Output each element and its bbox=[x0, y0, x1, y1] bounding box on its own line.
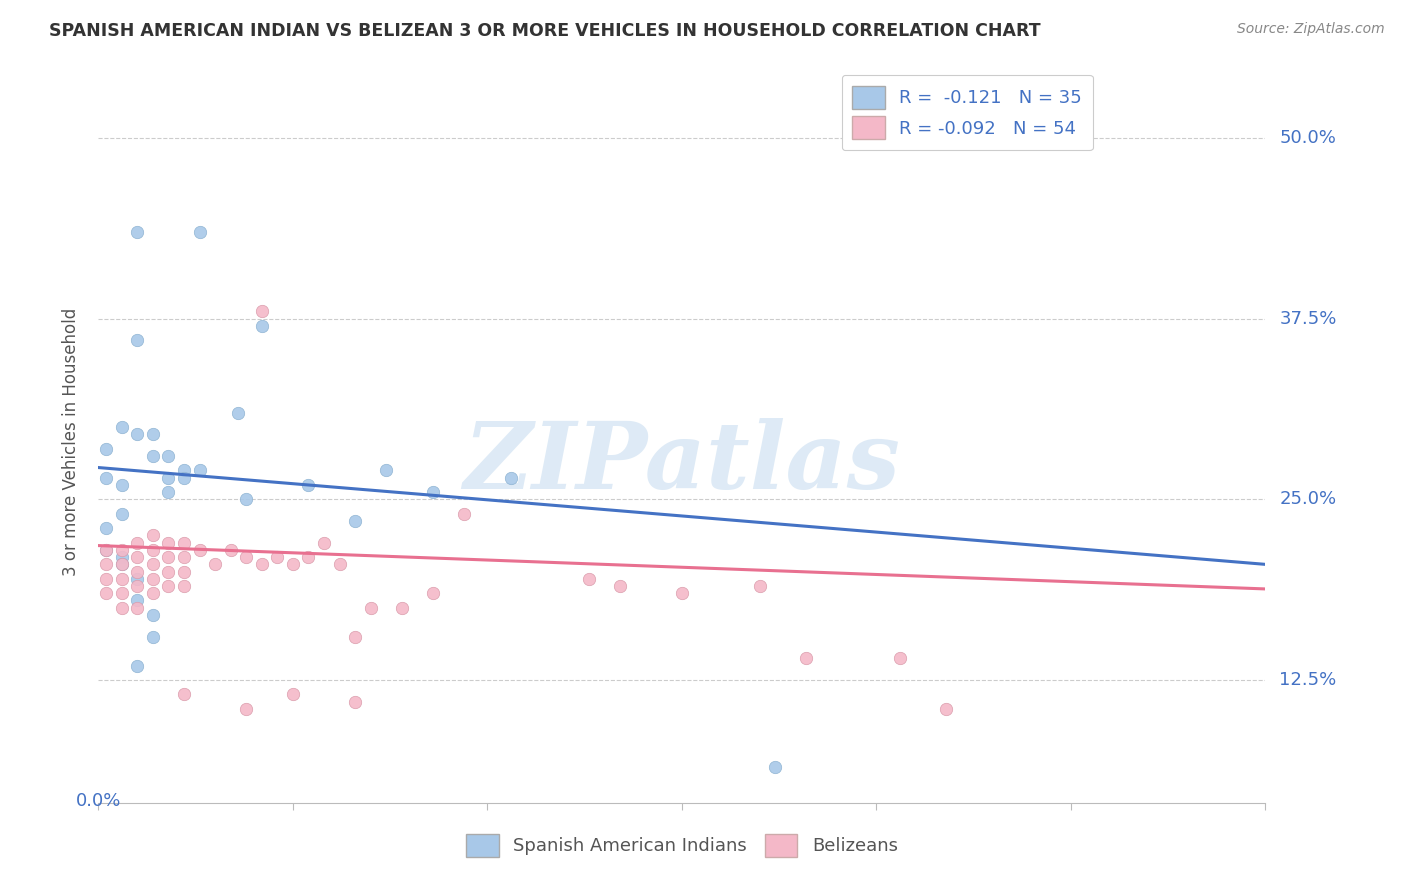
Point bbox=[127, 225, 149, 239]
Point bbox=[96, 542, 118, 557]
Point bbox=[127, 600, 149, 615]
Point bbox=[157, 550, 180, 565]
Point bbox=[111, 478, 134, 492]
Point bbox=[142, 528, 165, 542]
Point bbox=[228, 406, 250, 420]
Point bbox=[173, 550, 195, 565]
Point bbox=[235, 492, 257, 507]
Point bbox=[344, 514, 367, 528]
Point bbox=[671, 586, 693, 600]
Point bbox=[127, 535, 149, 549]
Point bbox=[748, 579, 770, 593]
Point bbox=[142, 630, 165, 644]
Text: 50.0%: 50.0% bbox=[1279, 129, 1336, 147]
Point bbox=[281, 687, 304, 701]
Point bbox=[219, 542, 242, 557]
Point bbox=[889, 651, 911, 665]
Point bbox=[250, 318, 273, 333]
Point bbox=[157, 579, 180, 593]
Text: SPANISH AMERICAN INDIAN VS BELIZEAN 3 OR MORE VEHICLES IN HOUSEHOLD CORRELATION : SPANISH AMERICAN INDIAN VS BELIZEAN 3 OR… bbox=[49, 22, 1040, 40]
Point bbox=[188, 463, 211, 477]
Point bbox=[173, 579, 195, 593]
Point bbox=[157, 535, 180, 549]
Point bbox=[96, 470, 118, 484]
Point bbox=[127, 334, 149, 348]
Point bbox=[111, 572, 134, 586]
Point bbox=[578, 572, 600, 586]
Point bbox=[142, 427, 165, 442]
Point bbox=[344, 695, 367, 709]
Point bbox=[391, 600, 413, 615]
Point bbox=[142, 542, 165, 557]
Point bbox=[609, 579, 631, 593]
Point bbox=[127, 593, 149, 607]
Point bbox=[111, 600, 134, 615]
Text: ZIPatlas: ZIPatlas bbox=[464, 418, 900, 508]
Point bbox=[111, 550, 134, 565]
Point bbox=[204, 558, 226, 572]
Point bbox=[173, 470, 195, 484]
Text: 0.0%: 0.0% bbox=[76, 792, 121, 810]
Legend: Spanish American Indians, Belizeans: Spanish American Indians, Belizeans bbox=[457, 825, 907, 866]
Point bbox=[173, 535, 195, 549]
Point bbox=[173, 565, 195, 579]
Text: 12.5%: 12.5% bbox=[1279, 671, 1337, 689]
Point bbox=[935, 702, 957, 716]
Point bbox=[188, 225, 211, 239]
Point bbox=[96, 558, 118, 572]
Point bbox=[329, 558, 352, 572]
Text: Source: ZipAtlas.com: Source: ZipAtlas.com bbox=[1237, 22, 1385, 37]
Point bbox=[375, 463, 398, 477]
Point bbox=[157, 565, 180, 579]
Point bbox=[142, 607, 165, 622]
Point bbox=[127, 579, 149, 593]
Point bbox=[111, 586, 134, 600]
Point bbox=[142, 558, 165, 572]
Point bbox=[796, 651, 818, 665]
Point bbox=[127, 658, 149, 673]
Point bbox=[235, 550, 257, 565]
Point bbox=[111, 558, 134, 572]
Text: 37.5%: 37.5% bbox=[1279, 310, 1337, 327]
Point bbox=[157, 485, 180, 500]
Point bbox=[96, 442, 118, 456]
Point bbox=[111, 558, 134, 572]
Point bbox=[297, 478, 319, 492]
Point bbox=[312, 535, 335, 549]
Point bbox=[235, 702, 257, 716]
Point bbox=[422, 485, 444, 500]
Point bbox=[281, 558, 304, 572]
Point bbox=[157, 470, 180, 484]
Point bbox=[127, 427, 149, 442]
Point bbox=[297, 550, 319, 565]
Point bbox=[250, 304, 273, 318]
Text: 25.0%: 25.0% bbox=[1279, 491, 1337, 508]
Point bbox=[173, 463, 195, 477]
Point bbox=[250, 558, 273, 572]
Point bbox=[96, 586, 118, 600]
Point bbox=[763, 760, 786, 774]
Point bbox=[127, 572, 149, 586]
Point bbox=[142, 586, 165, 600]
Point bbox=[157, 449, 180, 463]
Point bbox=[111, 542, 134, 557]
Point bbox=[142, 449, 165, 463]
Point bbox=[127, 565, 149, 579]
Point bbox=[173, 687, 195, 701]
Point bbox=[127, 550, 149, 565]
Point bbox=[188, 542, 211, 557]
Point bbox=[266, 550, 288, 565]
Point bbox=[344, 630, 367, 644]
Point bbox=[96, 572, 118, 586]
Point bbox=[499, 470, 522, 484]
Point bbox=[360, 600, 382, 615]
Point bbox=[96, 521, 118, 535]
Point bbox=[96, 542, 118, 557]
Point bbox=[422, 586, 444, 600]
Y-axis label: 3 or more Vehicles in Household: 3 or more Vehicles in Household bbox=[62, 308, 80, 575]
Point bbox=[142, 572, 165, 586]
Point bbox=[111, 420, 134, 434]
Point bbox=[111, 507, 134, 521]
Point bbox=[453, 507, 475, 521]
